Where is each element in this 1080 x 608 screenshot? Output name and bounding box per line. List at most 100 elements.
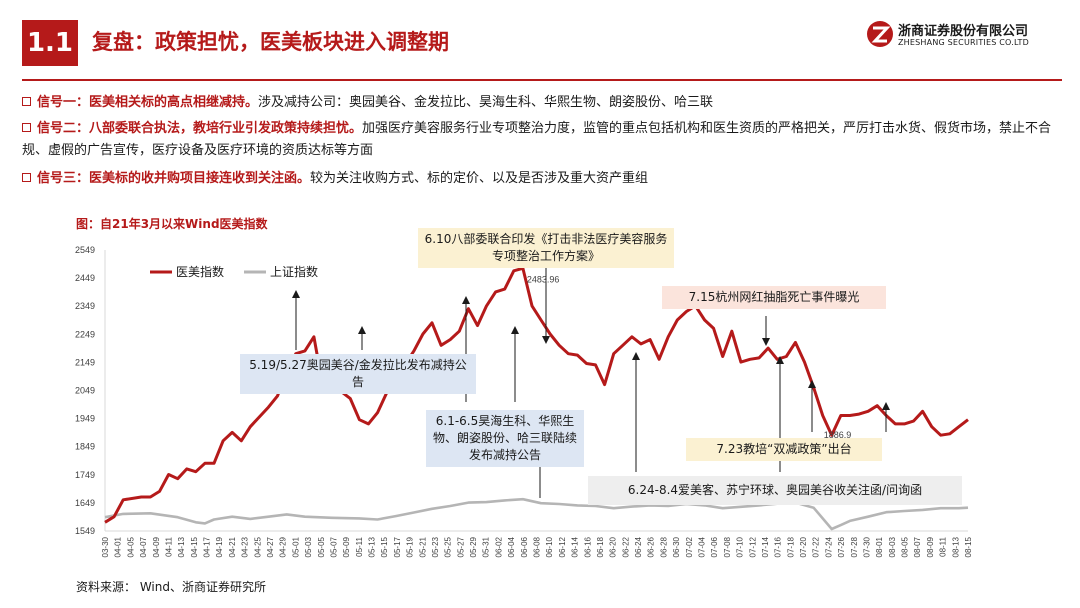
x-tick-label: 06-18	[596, 536, 605, 557]
signal-label: 信号二：八部委联合执法，教培行业引发政策持续担忧。	[37, 121, 363, 136]
x-tick-label: 04-29	[279, 536, 288, 557]
x-tick-label: 06-24	[634, 536, 643, 557]
x-tick-label: 04-17	[203, 536, 212, 557]
signal-label: 信号一：医美相关标的高点相继减持。	[37, 95, 259, 110]
x-tick-label: 05-07	[329, 536, 338, 557]
x-tick-label: 07-12	[748, 536, 757, 557]
annotation-incident: 7.15杭州网红抽脂死亡事件曝光	[662, 286, 886, 309]
checkbox-bullet-icon	[22, 97, 31, 106]
header: 1.1 复盘：政策担忧，医美板块进入调整期 浙商证券股份有限公司 ZHESHAN…	[0, 0, 1080, 84]
x-tick-label: 07-30	[862, 536, 871, 557]
x-tick-label: 07-08	[723, 536, 732, 557]
x-tick-label: 08-15	[964, 536, 973, 557]
y-tick-label: 2349	[75, 301, 95, 311]
x-tick-label: 05-25	[444, 536, 453, 557]
y-tick-label: 1949	[75, 414, 95, 424]
annotation-reduction-june: 6.1-6.5昊海生科、华熙生物、朗姿股份、哈三联陆续发布减持公告	[426, 410, 584, 467]
section-number-badge: 1.1	[22, 20, 78, 66]
chart-legend: 医美指数 上证指数	[150, 264, 318, 279]
x-tick-label: 07-02	[685, 536, 694, 557]
annotation-policy-notice: 6.10八部委联合印发《打击非法医疗美容服务专项整治工作方案》	[418, 228, 674, 268]
logo-company-name-cn: 浙商证券股份有限公司	[898, 24, 1029, 39]
x-tick-label: 06-06	[520, 536, 529, 557]
y-tick-label: 1749	[75, 470, 95, 480]
x-tick-label: 05-15	[380, 536, 389, 557]
data-label-low: 1886.9	[824, 430, 852, 440]
x-tick-label: 05-13	[368, 536, 377, 557]
checkbox-bullet-icon	[22, 123, 31, 132]
x-tick-label: 05-05	[317, 536, 326, 557]
x-tick-label: 05-17	[393, 536, 402, 557]
x-tick-label: 08-05	[901, 536, 910, 557]
y-tick-label: 1549	[75, 526, 95, 536]
x-tick-label: 04-23	[241, 536, 250, 557]
series-layer	[104, 266, 969, 531]
x-tick-label: 08-07	[913, 536, 922, 557]
x-tick-label: 06-30	[672, 536, 681, 557]
x-tick-label: 07-22	[812, 536, 821, 557]
x-axis: 03-30 04-01 04-05 04-07 04-09 04-11 04-13 04-15…	[101, 530, 973, 557]
annotation-reduction-may: 5.19/5.27奥园美谷/金发拉比发布减持公告	[240, 354, 476, 394]
x-tick-label: 07-10	[736, 536, 745, 557]
x-tick-label: 06-22	[621, 536, 630, 557]
x-tick-label: 05-01	[291, 536, 300, 557]
x-tick-label: 05-21	[418, 536, 427, 557]
x-tick-label: 04-19	[215, 536, 224, 557]
logo-company-name-en: ZHESHANG SECURITIES CO.LTD	[898, 38, 1029, 47]
signal-item: 信号一：医美相关标的高点相继减持。涉及减持公司：奥园美谷、金发拉比、昊海生科、华…	[22, 92, 1062, 114]
x-tick-label: 06-26	[647, 536, 656, 557]
x-tick-label: 05-09	[342, 536, 351, 557]
page-title: 复盘：政策担忧，医美板块进入调整期	[92, 30, 449, 54]
x-tick-label: 06-14	[571, 536, 580, 557]
x-tick-label: 05-31	[482, 536, 491, 557]
signal-text: 较为关注收购方式、标的定价、以及是否涉及重大资产重组	[310, 171, 649, 186]
series-line-1	[104, 497, 969, 531]
x-tick-label: 08-01	[875, 536, 884, 557]
x-tick-label: 04-27	[266, 536, 275, 557]
signal-text: 加强医疗美容服务行业专项整治力度，监管的重点包括机构和医生资质的严格把关，严厉打…	[22, 121, 1052, 158]
y-tick-label: 2149	[75, 357, 95, 367]
x-tick-label: 06-10	[545, 536, 554, 557]
series-line-0	[104, 266, 969, 524]
x-tick-label: 04-05	[126, 536, 135, 557]
x-tick-label: 08-11	[939, 536, 948, 556]
x-tick-label: 04-25	[253, 536, 262, 557]
x-tick-label: 05-03	[304, 536, 313, 557]
zheshang-logo-icon	[867, 21, 893, 47]
x-tick-label: 07-24	[824, 536, 833, 557]
x-tick-label: 03-30	[101, 536, 110, 557]
x-tick-label: 05-23	[431, 536, 440, 557]
x-tick-label: 04-21	[228, 536, 237, 557]
x-tick-label: 06-28	[659, 536, 668, 557]
x-tick-label: 08-13	[951, 536, 960, 557]
header-divider	[22, 79, 1062, 81]
y-tick-label: 1649	[75, 498, 95, 508]
x-tick-label: 07-16	[774, 536, 783, 557]
legend-label: 上证指数	[270, 264, 318, 279]
x-tick-label: 04-07	[139, 536, 148, 557]
x-tick-label: 06-08	[533, 536, 542, 557]
x-tick-label: 08-09	[926, 536, 935, 557]
x-tick-label: 05-11	[355, 536, 364, 556]
x-tick-label: 05-19	[406, 536, 415, 557]
x-tick-label: 04-11	[164, 536, 173, 556]
y-axis: 1549 1649 1749 1849 1949 2049 2149 2249 2349 2449…	[75, 245, 106, 536]
x-tick-label: 07-26	[837, 536, 846, 557]
x-tick-label: 04-01	[114, 536, 123, 557]
x-tick-label: 07-18	[786, 536, 795, 557]
y-tick-label: 2449	[75, 273, 95, 283]
x-tick-label: 06-16	[583, 536, 592, 557]
signal-text: 涉及减持公司：奥园美谷、金发拉比、昊海生科、华熙生物、朗姿股份、哈三联	[258, 95, 714, 110]
data-labels: 2483.96 1886.9	[527, 274, 851, 440]
x-tick-label: 06-12	[558, 536, 567, 557]
x-tick-label: 06-04	[507, 536, 516, 557]
signal-label: 信号三：医美标的收并购项目接连收到关注函。	[37, 171, 311, 186]
annotation-education-policy: 7.23教培“双减政策”出台	[686, 438, 882, 461]
x-tick-label: 08-03	[888, 536, 897, 557]
legend-label: 医美指数	[176, 264, 224, 279]
company-logo: 浙商证券股份有限公司 ZHESHANG SECURITIES CO.LTD	[866, 18, 1066, 54]
x-tick-label: 07-20	[799, 536, 808, 557]
x-tick-label: 04-09	[152, 536, 161, 557]
y-tick-label: 2549	[75, 245, 95, 255]
x-tick-label: 07-14	[761, 536, 770, 557]
